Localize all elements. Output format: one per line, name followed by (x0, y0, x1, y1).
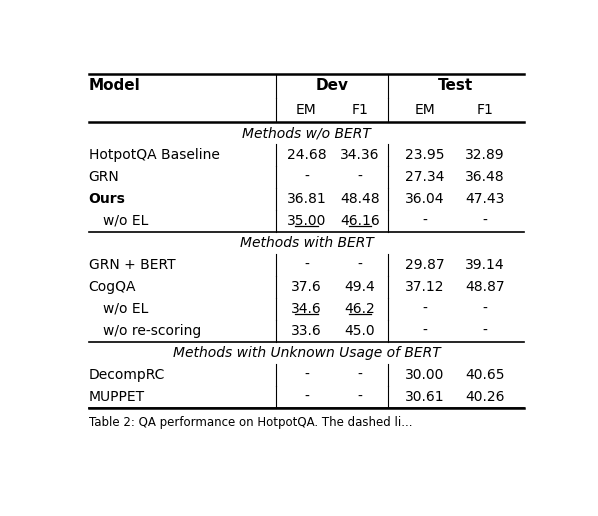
Text: -: - (304, 258, 309, 272)
Text: Dev: Dev (316, 78, 349, 93)
Text: 48.48: 48.48 (340, 192, 380, 206)
Text: F1: F1 (477, 103, 493, 117)
Text: MUPPET: MUPPET (89, 390, 145, 404)
Text: 45.0: 45.0 (344, 324, 375, 338)
Text: 39.14: 39.14 (465, 258, 505, 272)
Text: F1: F1 (352, 103, 368, 117)
Text: w/o re-scoring: w/o re-scoring (103, 324, 201, 338)
Text: 24.68: 24.68 (286, 148, 327, 162)
Text: -: - (483, 302, 487, 316)
Text: -: - (483, 324, 487, 338)
Text: -: - (422, 214, 427, 228)
Text: Model: Model (89, 78, 141, 93)
Text: 48.87: 48.87 (465, 280, 505, 294)
Text: 36.48: 36.48 (465, 170, 505, 184)
Text: Methods with Unknown Usage of BERT: Methods with Unknown Usage of BERT (173, 346, 440, 360)
Text: 46.16: 46.16 (340, 214, 380, 228)
Text: 37.12: 37.12 (405, 280, 444, 294)
Text: 29.87: 29.87 (405, 258, 444, 272)
Text: -: - (304, 170, 309, 184)
Text: EM: EM (296, 103, 317, 117)
Text: 34.6: 34.6 (291, 302, 322, 316)
Text: 27.34: 27.34 (405, 170, 444, 184)
Text: -: - (358, 368, 362, 382)
Text: 30.61: 30.61 (405, 390, 444, 404)
Text: 33.6: 33.6 (291, 324, 322, 338)
Text: 40.65: 40.65 (465, 368, 505, 382)
Text: 47.43: 47.43 (465, 192, 505, 206)
Text: 36.04: 36.04 (405, 192, 444, 206)
Text: 35.00: 35.00 (287, 214, 326, 228)
Text: Methods w/o BERT: Methods w/o BERT (242, 126, 371, 140)
Text: 46.2: 46.2 (344, 302, 375, 316)
Text: 32.89: 32.89 (465, 148, 505, 162)
Text: Ours: Ours (89, 192, 126, 206)
Text: 30.00: 30.00 (405, 368, 444, 382)
Text: -: - (483, 214, 487, 228)
Text: 40.26: 40.26 (465, 390, 505, 404)
Text: Test: Test (438, 78, 474, 93)
Text: 49.4: 49.4 (344, 280, 375, 294)
Text: w/o EL: w/o EL (103, 302, 148, 316)
Text: -: - (422, 324, 427, 338)
Text: 23.95: 23.95 (405, 148, 444, 162)
Text: CogQA: CogQA (89, 280, 136, 294)
Text: EM: EM (414, 103, 435, 117)
Text: HotpotQA Baseline: HotpotQA Baseline (89, 148, 219, 162)
Text: -: - (304, 368, 309, 382)
Text: -: - (358, 258, 362, 272)
Text: Methods with BERT: Methods with BERT (240, 236, 373, 250)
Text: -: - (358, 170, 362, 184)
Text: -: - (304, 390, 309, 404)
Text: -: - (422, 302, 427, 316)
Text: 36.81: 36.81 (286, 192, 327, 206)
Text: w/o EL: w/o EL (103, 214, 148, 228)
Text: 37.6: 37.6 (291, 280, 322, 294)
Text: Table 2: QA performance on HotpotQA. The dashed li...: Table 2: QA performance on HotpotQA. The… (89, 415, 412, 428)
Text: 34.36: 34.36 (340, 148, 380, 162)
Text: GRN + BERT: GRN + BERT (89, 258, 175, 272)
Text: GRN: GRN (89, 170, 120, 184)
Text: -: - (358, 390, 362, 404)
Text: DecompRC: DecompRC (89, 368, 165, 382)
